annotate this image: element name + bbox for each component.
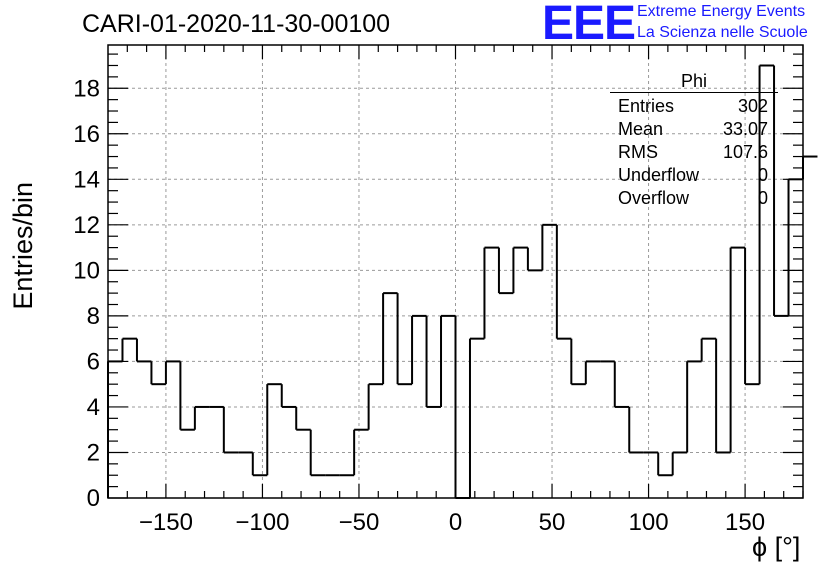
x-tick-labels: −150 −100 −50 0 50 100 150 bbox=[139, 509, 765, 536]
histogram-bin bbox=[613, 361, 630, 408]
histogram-bin bbox=[150, 361, 166, 386]
histogram-bin bbox=[266, 383, 282, 476]
y-tick-label: 16 bbox=[73, 121, 100, 148]
y-tick-label: 4 bbox=[87, 394, 100, 421]
stats-row-underflow: Underflow 0 bbox=[610, 164, 778, 187]
stats-row-overflow: Overflow 0 bbox=[610, 187, 778, 210]
x-tick-label: −50 bbox=[339, 509, 380, 536]
stats-value: 107.6 bbox=[722, 142, 768, 162]
stats-title: Phi bbox=[680, 71, 707, 91]
histogram-bin bbox=[657, 452, 673, 477]
stats-row-entries: Entries 302 bbox=[610, 95, 778, 118]
y-tick-label: 6 bbox=[87, 348, 100, 375]
histogram-bin bbox=[758, 64, 775, 385]
x-tick-label: 50 bbox=[539, 509, 566, 536]
histogram-bin bbox=[512, 246, 528, 294]
stats-separator bbox=[610, 92, 778, 93]
histogram-bin bbox=[570, 338, 586, 386]
histogram-bin bbox=[193, 405, 210, 430]
x-tick-label: 100 bbox=[629, 509, 669, 536]
histogram-bin bbox=[468, 337, 485, 498]
y-axis-label-wrapper: Entries/bin bbox=[8, 182, 38, 322]
histogram-bin bbox=[425, 315, 442, 408]
stats-key: Entries bbox=[618, 96, 675, 116]
histogram-bin bbox=[135, 338, 152, 363]
histogram-bin bbox=[411, 314, 427, 385]
eee-logo: EEE bbox=[542, 0, 636, 50]
histogram-bars bbox=[107, 64, 818, 499]
y-tick-label: 12 bbox=[73, 212, 100, 239]
y-tick-labels: 0 2 4 6 8 10 12 14 16 18 bbox=[73, 75, 100, 512]
logo-caption-line2: La Scienza nelle Scuole bbox=[637, 24, 808, 41]
stats-key: RMS bbox=[618, 142, 658, 162]
histogram-bin bbox=[280, 384, 297, 408]
stats-row-mean: Mean 33.07 bbox=[610, 118, 778, 141]
x-tick-label: 150 bbox=[725, 509, 765, 536]
y-tick-label: 0 bbox=[87, 485, 100, 512]
plot-title: CARI-01-2020-11-30-00100 bbox=[82, 10, 391, 38]
histogram-bin bbox=[179, 361, 195, 431]
stats-box: Phi Entries 302 Mean 33.07 RMS 107.6 Und… bbox=[610, 70, 778, 210]
histogram-bin bbox=[541, 223, 557, 271]
logo-caption-line1: Extreme Energy Events bbox=[637, 3, 806, 20]
histogram-bin bbox=[700, 337, 717, 362]
histogram-bin bbox=[164, 360, 181, 385]
histogram-bin bbox=[715, 338, 731, 454]
histogram-bin bbox=[686, 360, 702, 453]
axis-ticks bbox=[108, 45, 804, 499]
stats-key: Underflow bbox=[618, 165, 700, 185]
stats-value: 0 bbox=[757, 165, 768, 185]
stats-value: 0 bbox=[757, 188, 768, 208]
stats-row-rms: RMS 107.6 bbox=[610, 141, 778, 164]
histogram-bin bbox=[526, 247, 543, 272]
histogram-bin bbox=[309, 429, 326, 477]
x-tick-label: −150 bbox=[139, 509, 193, 536]
x-tick-label: 0 bbox=[449, 509, 462, 536]
histogram-bin bbox=[440, 314, 456, 407]
histogram-bin bbox=[121, 337, 137, 362]
histogram-bin bbox=[802, 155, 818, 180]
stats-value: 33.07 bbox=[722, 119, 768, 139]
stats-key: Mean bbox=[618, 119, 664, 139]
y-tick-label: 18 bbox=[73, 75, 100, 102]
histogram-bin bbox=[555, 224, 572, 340]
histogram-bin bbox=[353, 428, 369, 476]
histogram-bin bbox=[729, 246, 746, 453]
x-tick-label: −100 bbox=[235, 509, 289, 536]
histogram-bin bbox=[222, 406, 239, 454]
histogram-bin bbox=[367, 383, 384, 430]
y-tick-label: 14 bbox=[73, 166, 100, 193]
histogram-bin bbox=[671, 451, 688, 476]
y-tick-label: 10 bbox=[73, 257, 100, 284]
histogram-bin bbox=[382, 292, 398, 385]
histogram-bin bbox=[396, 293, 413, 386]
histogram-bin bbox=[584, 360, 601, 385]
histogram-bin bbox=[497, 247, 514, 295]
x-axis-label: ϕ [°] bbox=[752, 532, 801, 562]
y-axis-label: Entries/bin bbox=[8, 182, 38, 310]
histogram-bin bbox=[251, 452, 268, 477]
stats-key: Overflow bbox=[618, 188, 690, 208]
histogram-bin bbox=[483, 246, 499, 339]
stats-value: 302 bbox=[737, 96, 768, 116]
histogram-bin bbox=[295, 406, 311, 431]
histogram-bin bbox=[744, 247, 760, 386]
histogram-bin bbox=[628, 406, 644, 454]
y-tick-label: 2 bbox=[87, 439, 100, 466]
y-tick-label: 8 bbox=[87, 303, 100, 330]
